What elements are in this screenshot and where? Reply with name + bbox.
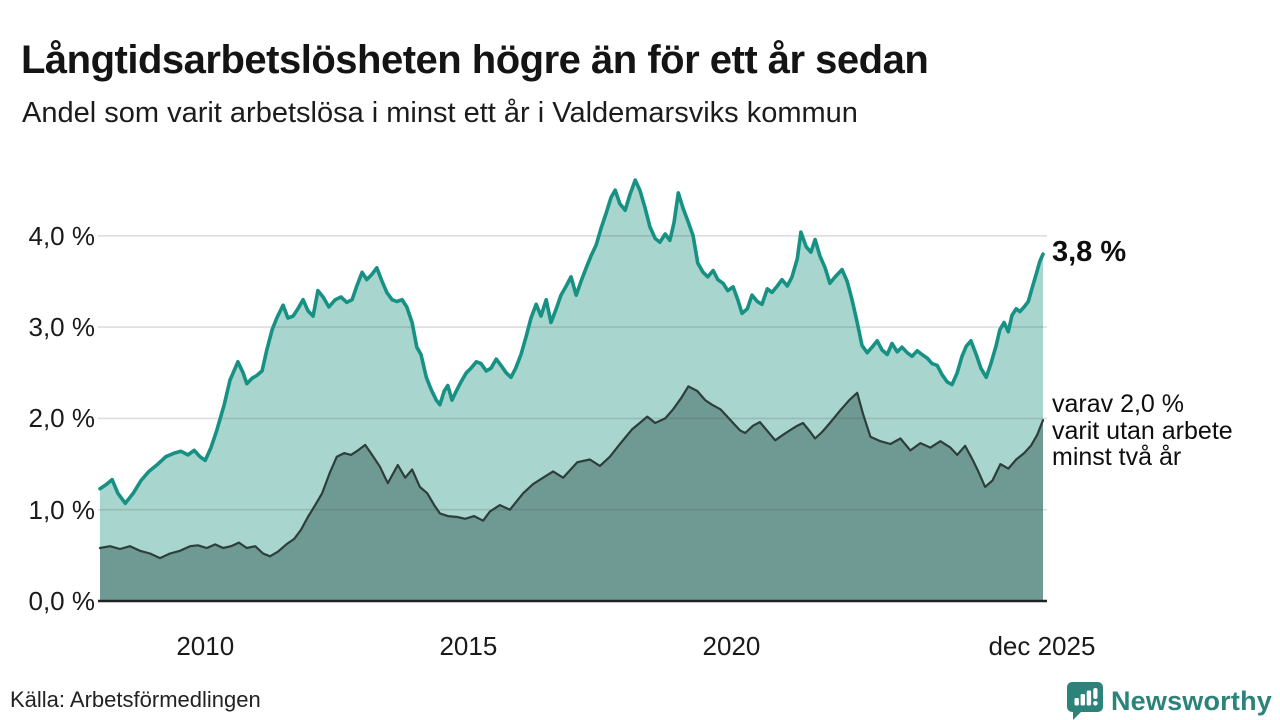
y-tick-label: 3,0 % xyxy=(28,312,96,343)
x-tick-label: 2010 xyxy=(176,631,235,661)
brand-name: Newsworthy xyxy=(1110,685,1272,716)
source-note: Källa: Arbetsförmedlingen xyxy=(10,687,261,712)
latest-value-annotation: 3,8 % xyxy=(1052,236,1127,269)
two-year-annotation: varav 2,0 % varit utan arbete minst två … xyxy=(1052,390,1233,472)
y-tick-label: 2,0 % xyxy=(28,403,96,434)
series-line-0 xyxy=(98,178,1045,506)
chart-subtitle: Andel som varit arbetslösa i minst ett å… xyxy=(22,97,858,129)
newsworthy-icon xyxy=(1066,682,1103,720)
series-line-1 xyxy=(98,385,1045,560)
y-tick-label: 4,0 % xyxy=(28,220,96,251)
x-tick-label: 2015 xyxy=(439,631,498,661)
x-tick-label: 2020 xyxy=(702,631,761,661)
page-title: Långtidsarbetslösheten högre än för ett … xyxy=(21,37,929,82)
x-tick-label: dec 2025 xyxy=(988,631,1096,661)
y-tick-label: 1,0 % xyxy=(28,494,96,525)
y-tick-label: 0,0 % xyxy=(28,586,96,616)
brand-logo: Newsworthy xyxy=(1066,682,1272,720)
series-area-1 xyxy=(100,386,1043,601)
